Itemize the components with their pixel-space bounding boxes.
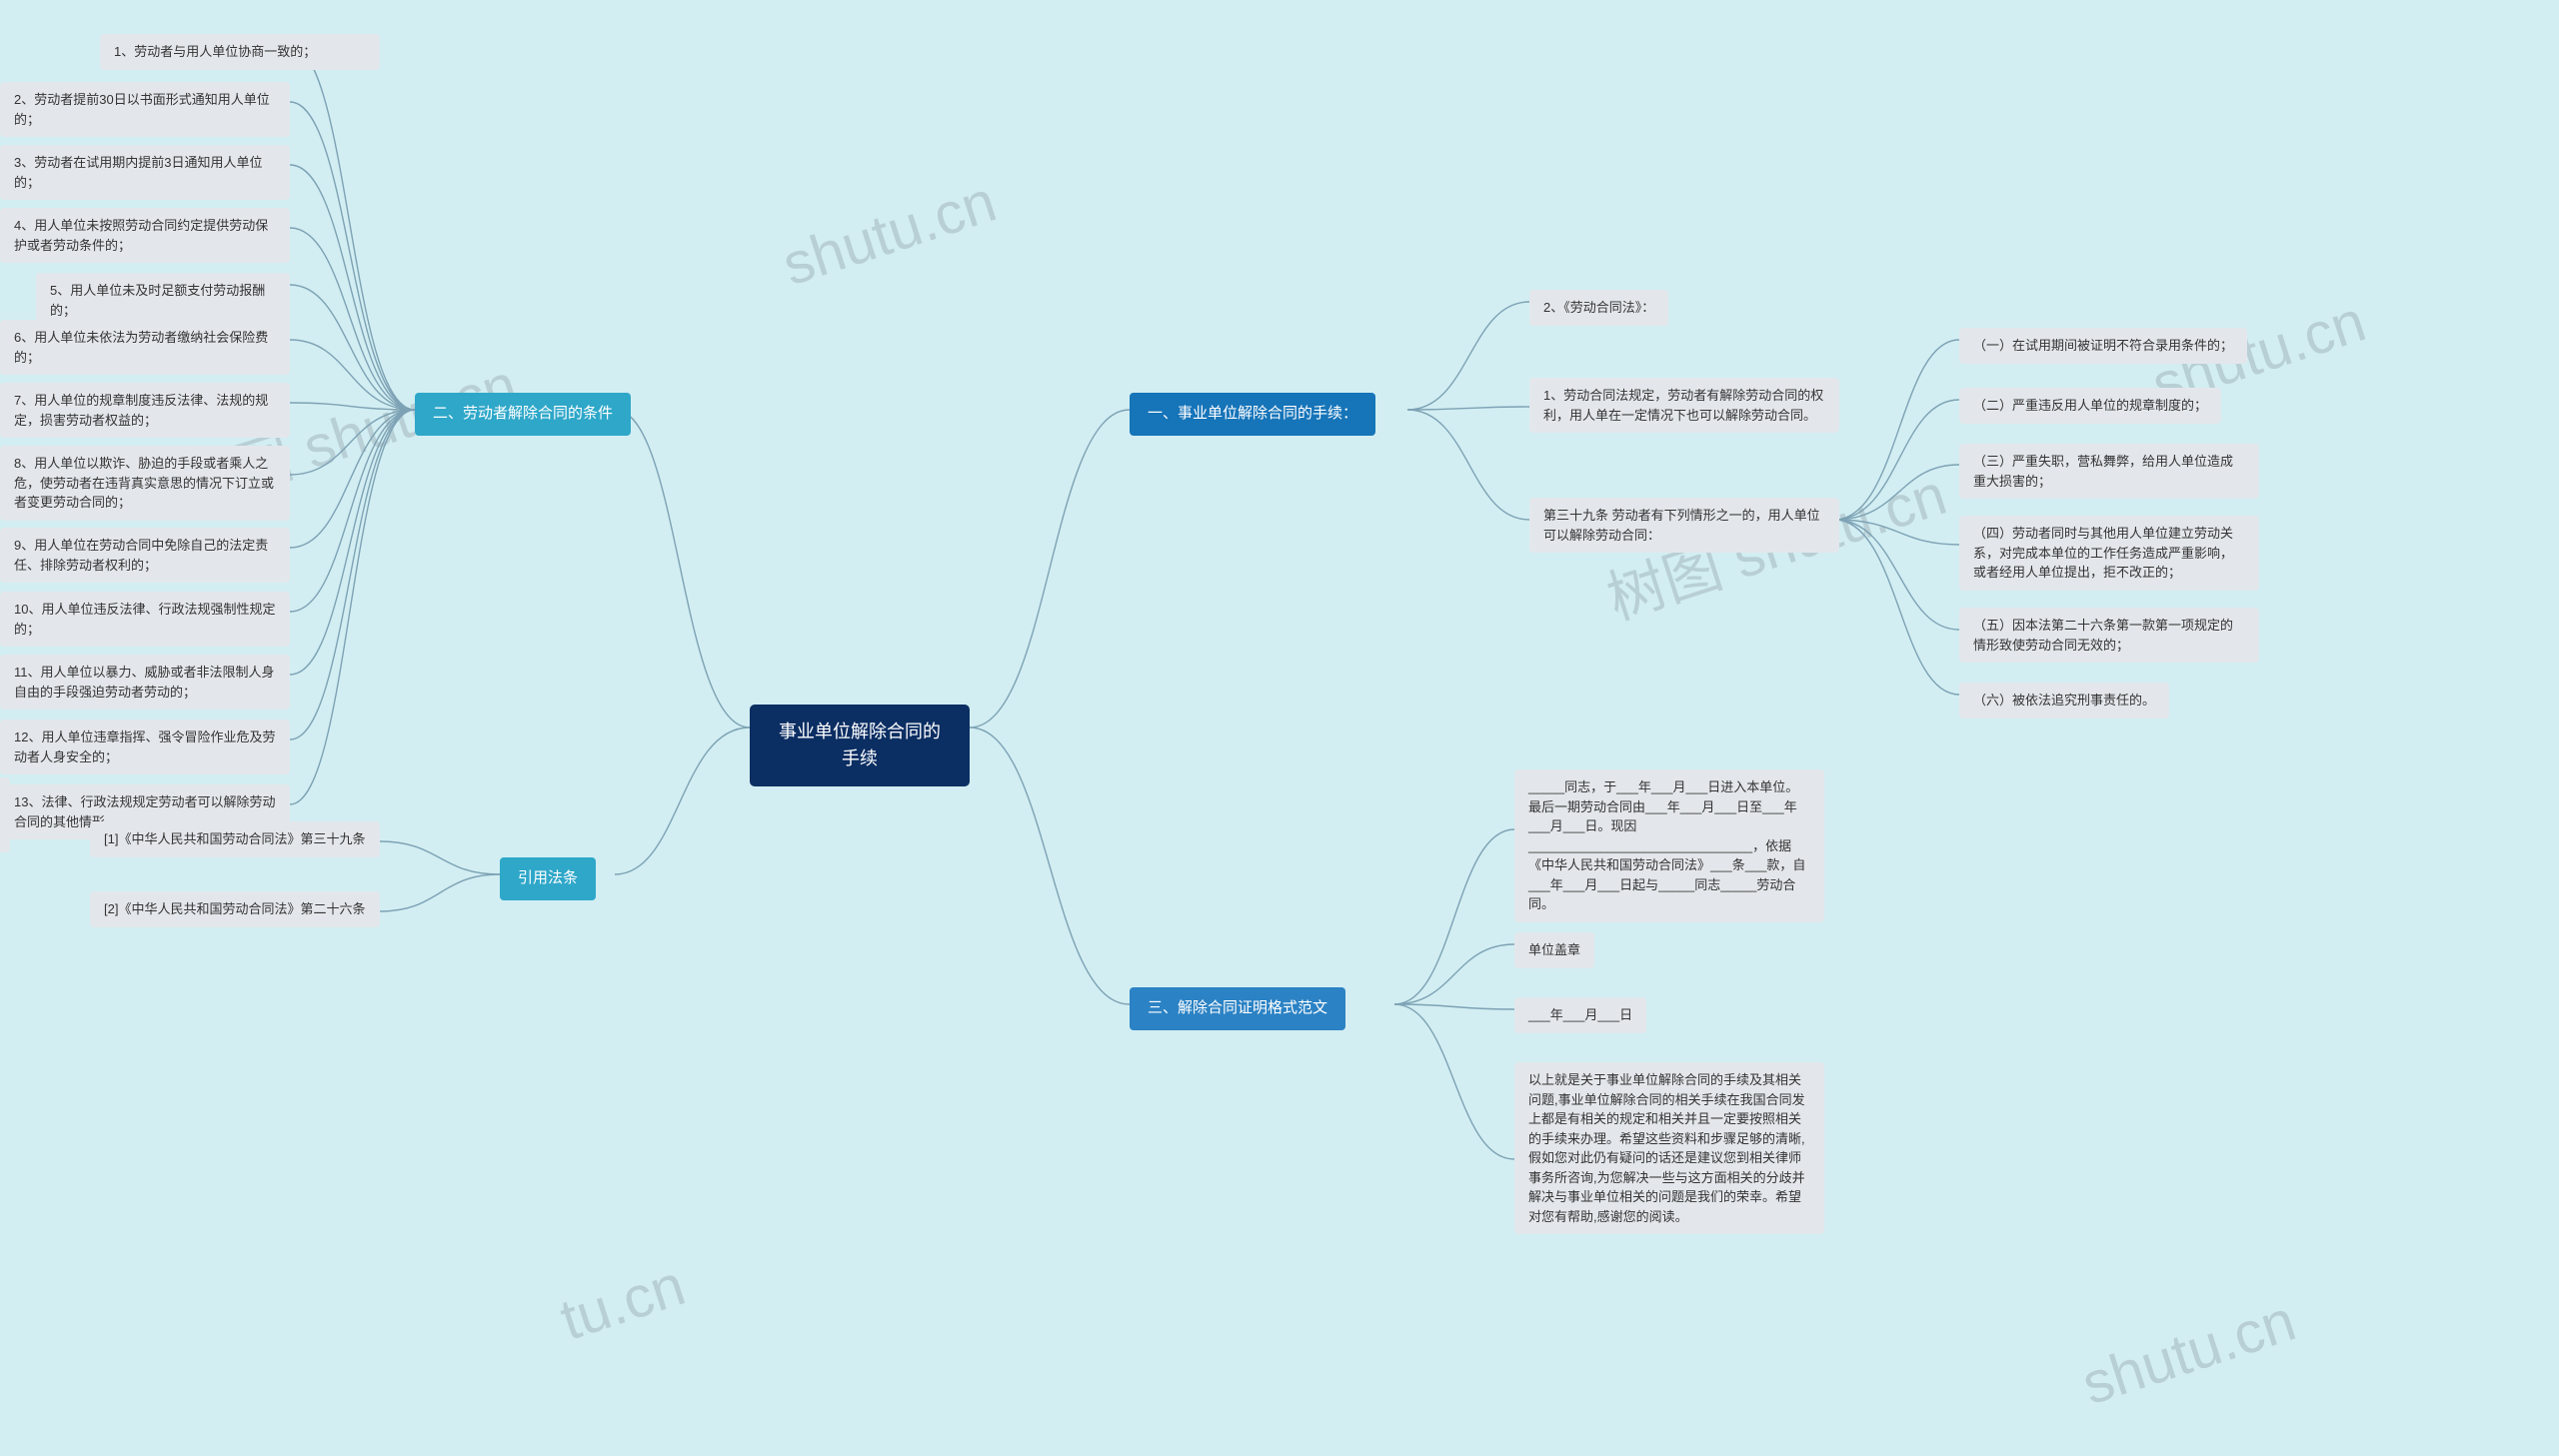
two-c8: 8、用人单位以欺诈、胁迫的手段或者乘人之危，使劳动者在违背真实意思的情况下订立或… <box>0 446 290 521</box>
one-c3-c: （三）严重失职，营私舞弊，给用人单位造成重大损害的； <box>1959 444 2259 499</box>
refs-c2: [2]《中华人民共和国劳动合同法》第二十六条 <box>90 891 380 927</box>
three-c4: 以上就是关于事业单位解除合同的手续及其相关问题,事业单位解除合同的相关手续在我国… <box>1514 1062 1824 1234</box>
watermark: tu.cn <box>553 1251 693 1354</box>
branch-one: 一、事业单位解除合同的手续： <box>1130 393 1375 436</box>
two-c6: 6、用人单位未依法为劳动者缴纳社会保险费的； <box>0 320 290 375</box>
three-c1: _____同志，于___年___月___日进入本单位。最后一期劳动合同由___年… <box>1514 769 1824 922</box>
one-c3-f: （六）被依法追究刑事责任的。 <box>1959 683 2169 719</box>
root-node: 事业单位解除合同的手续 <box>750 705 970 786</box>
two-c13-note: 在此，需要指出的是：在用人单位没有违法的情况下，劳动者主动提出解除劳动合同一般是… <box>0 777 10 852</box>
branch-three: 三、解除合同证明格式范文 <box>1130 987 1345 1030</box>
two-c7: 7、用人单位的规章制度违反法律、法规的规定，损害劳动者权益的； <box>0 383 290 438</box>
watermark: shutu.cn <box>775 168 1004 299</box>
two-c1: 1、劳动者与用人单位协商一致的； <box>100 34 380 70</box>
two-c12: 12、用人单位违章指挥、强令冒险作业危及劳动者人身安全的； <box>0 720 290 774</box>
one-c1: 1、劳动合同法规定，劳动者有解除劳动合同的权利，用人单在一定情况下也可以解除劳动… <box>1529 378 1839 433</box>
branch-refs: 引用法条 <box>500 857 596 900</box>
two-c3: 3、劳动者在试用期内提前3日通知用人单位的； <box>0 145 290 200</box>
branch-two: 二、劳动者解除合同的条件 <box>415 393 631 436</box>
two-c10: 10、用人单位违反法律、行政法规强制性规定的； <box>0 592 290 647</box>
one-c3-b: （二）严重违反用人单位的规章制度的； <box>1959 388 2221 424</box>
two-c11: 11、用人单位以暴力、威胁或者非法限制人身自由的手段强迫劳动者劳动的； <box>0 655 290 710</box>
one-c3-a: （一）在试用期间被证明不符合录用条件的； <box>1959 328 2247 364</box>
watermark: shutu.cn <box>2074 1287 2303 1418</box>
one-c2: 2、《劳动合同法》： <box>1529 290 1668 326</box>
one-c3-e: （五）因本法第二十六条第一款第一项规定的情形致使劳动合同无效的； <box>1959 608 2259 663</box>
two-c9: 9、用人单位在劳动合同中免除自己的法定责任、排除劳动者权利的； <box>0 528 290 583</box>
three-c3: ___年___月___日 <box>1514 997 1646 1033</box>
two-c4: 4、用人单位未按照劳动合同约定提供劳动保护或者劳动条件的； <box>0 208 290 263</box>
two-c2: 2、劳动者提前30日以书面形式通知用人单位的； <box>0 82 290 137</box>
one-c3-d: （四）劳动者同时与其他用人单位建立劳动关系，对完成本单位的工作任务造成严重影响，… <box>1959 516 2259 591</box>
refs-c1: [1]《中华人民共和国劳动合同法》第三十九条 <box>90 821 380 857</box>
three-c2: 单位盖章 <box>1514 932 1594 968</box>
one-c3: 第三十九条 劳动者有下列情形之一的，用人单位可以解除劳动合同： <box>1529 498 1839 553</box>
connectors <box>0 0 2559 1456</box>
